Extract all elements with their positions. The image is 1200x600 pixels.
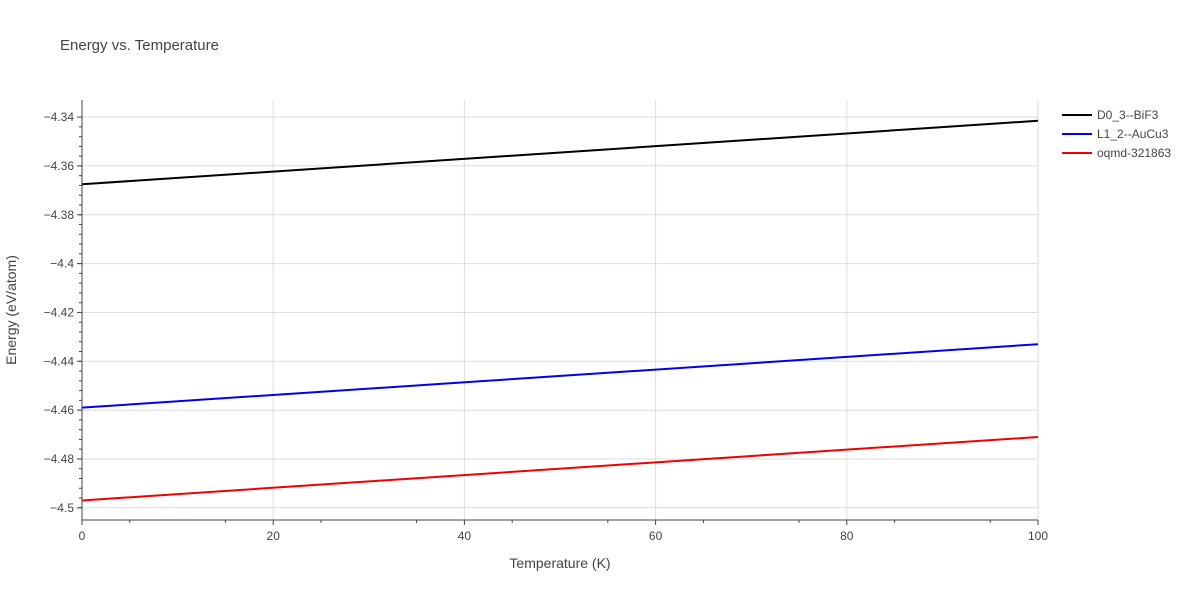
y-tick-label: −4.5 [50, 501, 74, 515]
legend-label: L1_2--AuCu3 [1097, 127, 1169, 141]
chart-title: Energy vs. Temperature [60, 37, 219, 54]
axes [81, 100, 1038, 521]
legend-label: D0_3--BiF3 [1097, 108, 1159, 122]
x-tick-label: 0 [79, 529, 86, 543]
legend-label: oqmd-321863 [1097, 146, 1171, 160]
y-tick-label: −4.34 [44, 110, 75, 124]
y-tick-label: −4.48 [44, 452, 75, 466]
y-tick-label: −4.36 [44, 159, 75, 173]
series-lines [81, 119, 1039, 502]
x-tick-label: 80 [840, 529, 854, 543]
y-axis-ticks: −4.34 −4.36 −4.38 −4.4 −4.42 −4.44 −4.46 −4.48 −… [44, 110, 82, 515]
y-tick-label: −4.46 [44, 403, 75, 417]
legend[interactable]: D0_3--BiF3 L1_2--AuCu3 oqmd-321863 [1062, 108, 1171, 160]
y-tick-label: −4.42 [44, 305, 75, 319]
y-tick-label: −4.44 [44, 354, 75, 368]
y-tick-label: −4.4 [50, 257, 74, 271]
legend-item-1[interactable]: D0_3--BiF3 [1062, 108, 1159, 122]
legend-item-2[interactable]: L1_2--AuCu3 [1062, 127, 1169, 141]
series-line-1 [81, 119, 1039, 186]
x-tick-label: 40 [458, 529, 472, 543]
y-tick-label: −4.38 [44, 208, 75, 222]
x-tick-label: 100 [1028, 529, 1048, 543]
x-tick-label: 60 [649, 529, 663, 543]
x-axis-ticks: 0 20 40 60 80 100 [79, 520, 1048, 543]
legend-item-3[interactable]: oqmd-321863 [1062, 146, 1171, 160]
y-axis-label: Energy (eV/atom) [3, 255, 19, 365]
x-tick-label: 20 [267, 529, 281, 543]
series-line-2 [81, 343, 1039, 409]
x-axis-label: Temperature (K) [509, 555, 610, 571]
grid-lines [82, 100, 1039, 520]
series-line-3 [81, 435, 1039, 502]
